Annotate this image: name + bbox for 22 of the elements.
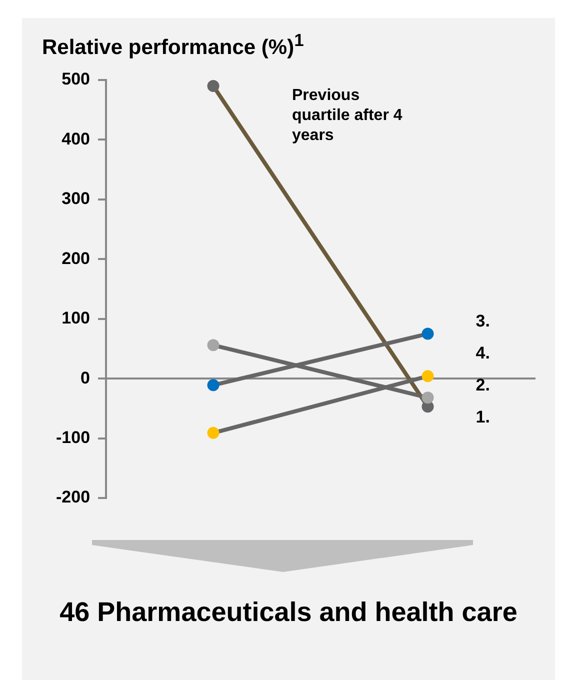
point [207,426,220,439]
annotation: Previous quartile after 4 years [292,86,404,146]
point [422,328,434,340]
chart-title: Relative performance (%)$^{1}$ [42,30,304,60]
point [207,339,220,352]
text: 3. [476,311,490,330]
y-tick-label: 100 [62,308,90,328]
point [207,80,220,92]
y-tick-label: 0 [80,368,90,388]
y-tick-label: 300 [62,189,90,208]
y-tick-label: -100 [56,428,90,447]
point [422,370,434,382]
text: 46 Pharmaceuticals and health care [58,596,518,629]
text: 1. [476,407,490,426]
point [422,392,434,404]
y-tick-label: 400 [62,129,90,148]
point [207,379,220,392]
text: 2. [476,375,490,394]
y-tick-label: 200 [62,248,90,268]
text: 4. [476,343,490,362]
y-tick-label: 500 [62,70,90,89]
y-tick-label: -200 [56,488,90,507]
